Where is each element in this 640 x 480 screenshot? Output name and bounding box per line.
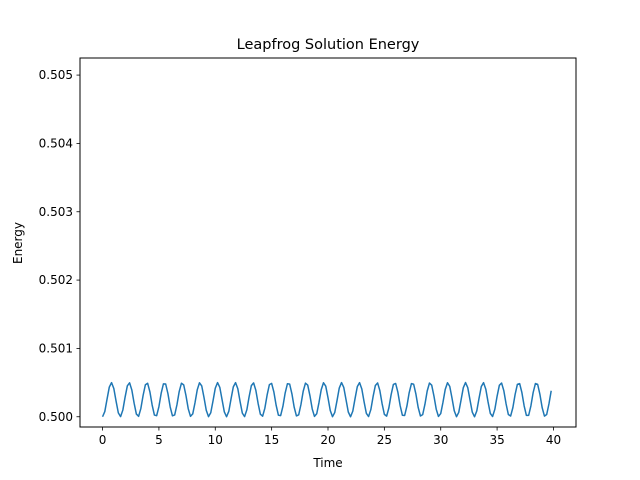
plot-area bbox=[101, 381, 552, 418]
y-tick-label: 0.502 bbox=[39, 273, 73, 287]
x-tick-label: 0 bbox=[99, 433, 107, 447]
x-axis-label: Time bbox=[312, 456, 342, 470]
x-tick-label: 25 bbox=[377, 433, 392, 447]
x-tick-label: 35 bbox=[489, 433, 504, 447]
y-axis-label: Energy bbox=[11, 222, 25, 264]
y-tick-label: 0.500 bbox=[39, 410, 73, 424]
x-tick-label: 20 bbox=[320, 433, 335, 447]
y-tick-label: 0.504 bbox=[39, 136, 73, 150]
x-tick-label: 30 bbox=[433, 433, 448, 447]
axes: 0 5 10 15 20 25 30 35 40 0.500 0.501 0.502 0.503 0.50… bbox=[39, 57, 577, 447]
series-line bbox=[101, 381, 552, 418]
chart-title: Leapfrog Solution Energy bbox=[237, 37, 420, 53]
x-tick-label: 15 bbox=[264, 433, 279, 447]
y-tick-label: 0.503 bbox=[39, 205, 73, 219]
x-tick-label: 10 bbox=[208, 433, 223, 447]
y-tick-label: 0.501 bbox=[39, 341, 73, 355]
x-tick-label: 40 bbox=[546, 433, 561, 447]
x-tick-label: 5 bbox=[155, 433, 163, 447]
y-tick-label: 0.505 bbox=[39, 68, 73, 82]
